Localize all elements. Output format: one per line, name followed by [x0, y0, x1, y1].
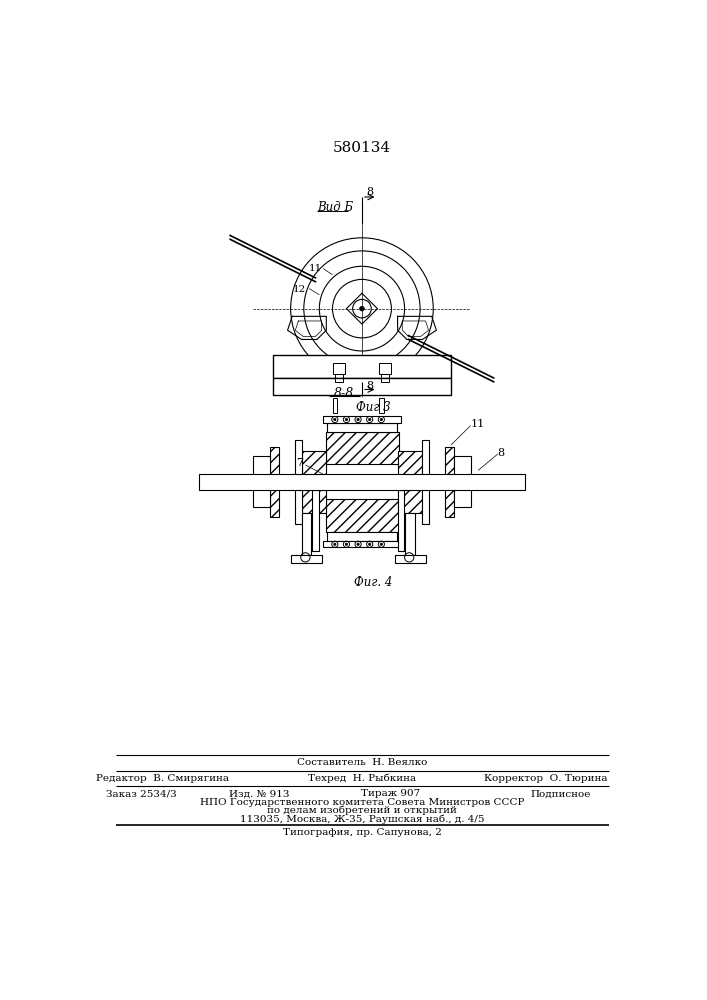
Circle shape: [360, 306, 364, 311]
Text: Тираж 907: Тираж 907: [361, 789, 420, 798]
Bar: [395, 555, 426, 563]
Circle shape: [345, 543, 348, 545]
Bar: [332, 363, 345, 374]
Text: Фиг 3: Фиг 3: [356, 401, 391, 414]
Circle shape: [368, 418, 371, 421]
Circle shape: [357, 543, 359, 545]
Text: по делам изобретений и открытий: по делам изобретений и открытий: [267, 806, 457, 815]
Circle shape: [334, 418, 336, 421]
Text: НПО Государственного комитета Совета Министров СССР: НПО Государственного комитета Совета Мин…: [200, 798, 524, 807]
Text: 8: 8: [366, 187, 373, 197]
Bar: [327, 532, 397, 541]
Bar: [295, 440, 303, 524]
Bar: [325, 432, 399, 532]
Text: 8: 8: [366, 381, 373, 391]
Circle shape: [345, 418, 348, 421]
Circle shape: [380, 418, 382, 421]
Bar: [291, 555, 322, 563]
Bar: [454, 456, 472, 507]
Text: 11: 11: [470, 419, 485, 429]
Text: 12: 12: [293, 285, 306, 294]
Bar: [199, 474, 525, 490]
Text: Типография, пр. Сапунова, 2: Типография, пр. Сапунова, 2: [283, 828, 441, 837]
Bar: [270, 447, 279, 517]
Bar: [301, 513, 311, 555]
Bar: [381, 374, 389, 382]
Text: Редактор  В. Смирягина: Редактор В. Смирягина: [95, 774, 228, 783]
Bar: [445, 447, 454, 517]
Text: Составитель  Н. Веялко: Составитель Н. Веялко: [297, 758, 427, 767]
Circle shape: [357, 418, 359, 421]
Text: Заказ 2534/3: Заказ 2534/3: [106, 789, 177, 798]
Bar: [303, 451, 325, 513]
Text: Вид Б: Вид Б: [317, 201, 353, 214]
Bar: [335, 374, 343, 382]
Bar: [323, 416, 401, 423]
Bar: [397, 490, 404, 551]
Text: 113035, Москва, Ж-35, Раушская наб., д. 4/5: 113035, Москва, Ж-35, Раушская наб., д. …: [240, 814, 484, 824]
Text: 580134: 580134: [333, 141, 391, 155]
Circle shape: [334, 543, 336, 545]
Bar: [398, 451, 421, 513]
Text: Корректор  О. Тюрина: Корректор О. Тюрина: [484, 774, 607, 783]
Circle shape: [380, 543, 382, 545]
Text: Фиг. 4: Фиг. 4: [354, 576, 393, 588]
Bar: [322, 464, 403, 499]
Bar: [323, 541, 401, 547]
Bar: [327, 423, 397, 432]
Bar: [312, 490, 319, 551]
Text: 8: 8: [498, 448, 505, 458]
Bar: [421, 440, 429, 524]
Bar: [332, 398, 337, 413]
Bar: [273, 355, 451, 378]
Bar: [252, 456, 270, 507]
Circle shape: [368, 543, 371, 545]
Text: 8-8: 8-8: [334, 387, 354, 400]
Text: Техред  Н. Рыбкина: Техред Н. Рыбкина: [308, 774, 416, 783]
Text: Изд. № 913: Изд. № 913: [228, 789, 289, 798]
Text: 11: 11: [308, 264, 322, 273]
Bar: [379, 398, 384, 413]
Text: Подписное: Подписное: [531, 789, 591, 798]
Text: 7: 7: [296, 458, 303, 468]
Bar: [379, 363, 392, 374]
Bar: [405, 513, 414, 555]
Bar: [273, 378, 451, 395]
